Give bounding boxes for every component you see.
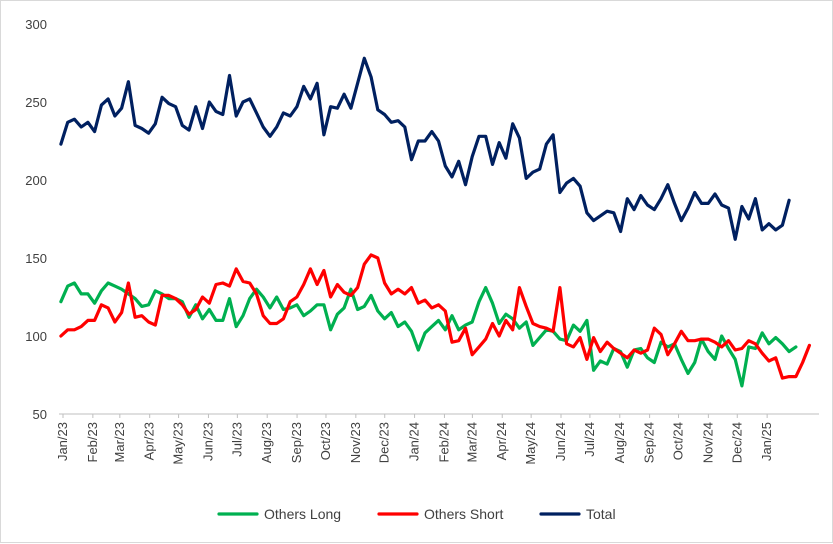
x-tick-label: Jan/23 (55, 422, 70, 461)
x-tick-label: Aug/23 (259, 422, 274, 463)
x-axis: Jan/23 Feb/23 Mar/23 Apr/23 May/23 Jun/23 Jul/… (55, 414, 774, 465)
x-tick-label: Dec/24 (729, 422, 744, 463)
x-tick-label: May/23 (171, 422, 186, 465)
legend-label-total: Total (586, 506, 616, 522)
legend: Others Long Others Short Total (217, 506, 616, 522)
x-tick-label: Feb/24 (436, 422, 451, 462)
x-tick-label: Jan/24 (407, 422, 422, 461)
x-tick-label: Jul/24 (582, 422, 597, 457)
x-tick-label: Dec/23 (377, 422, 392, 463)
x-tick-label: Apr/23 (142, 422, 157, 460)
y-tick-label: 200 (25, 173, 47, 188)
x-tick-label: Oct/23 (318, 422, 333, 460)
legend-label-others-short: Others Short (424, 506, 503, 522)
x-tick-label: May/24 (523, 422, 538, 465)
y-tick-label: 100 (25, 329, 47, 344)
series-line-total (59, 56, 791, 241)
y-tick-label: 150 (25, 251, 47, 266)
x-tick-label: Sep/23 (289, 422, 304, 463)
x-tick-label: Jun/23 (200, 422, 215, 461)
y-tick-label: 300 (25, 17, 47, 32)
y-axis: 50 100 150 200 250 300 (25, 17, 47, 422)
x-tick-label: Nov/24 (700, 422, 715, 463)
x-tick-label: Feb/23 (85, 422, 100, 462)
x-tick-label: Mar/24 (464, 422, 479, 462)
x-tick-label: Aug/24 (612, 422, 627, 463)
x-tick-label: Jun/24 (553, 422, 568, 461)
series-line-others-short (59, 253, 811, 380)
x-tick-label: Mar/23 (112, 422, 127, 462)
y-tick-label: 50 (33, 407, 47, 422)
x-tick-label: Nov/23 (348, 422, 363, 463)
x-tick-label: Jul/23 (229, 422, 244, 457)
plot-area (59, 24, 819, 415)
series-lines (59, 56, 811, 388)
x-tick-label: Apr/24 (494, 422, 509, 460)
legend-label-others-long: Others Long (264, 506, 341, 522)
x-tick-label: Sep/24 (642, 422, 657, 463)
x-tick-label: Oct/24 (671, 422, 686, 460)
y-tick-label: 250 (25, 95, 47, 110)
x-tick-label: Jan/25 (759, 422, 774, 461)
plot-background (59, 24, 819, 414)
